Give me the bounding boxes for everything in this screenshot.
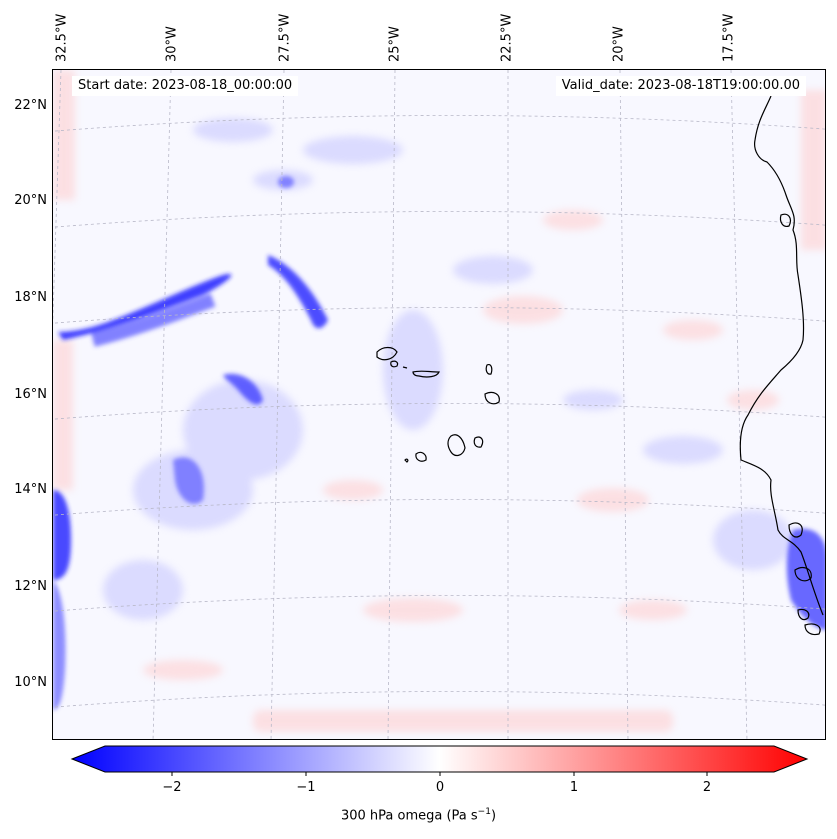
colorbar-bar	[70, 745, 809, 773]
island-brava	[404, 458, 409, 463]
colorbar-tick-label: 0	[435, 780, 445, 795]
lat-label-12n: 12°N	[14, 579, 47, 594]
lon-label-32-5w: 32.5°W	[54, 13, 70, 62]
lat-label-18n: 18°N	[14, 290, 47, 305]
lon-label-27-5w: 27.5°W	[277, 13, 293, 62]
colorbar-tick-label: 2	[702, 780, 712, 795]
lon-label-17-5w: 17.5°W	[721, 13, 737, 62]
island-santo-antao	[376, 346, 398, 361]
coast-detail-1	[788, 522, 803, 538]
lat-label-10n: 10°N	[14, 675, 47, 690]
coast-detail-5	[779, 213, 792, 227]
lon-label-25w: 25°W	[387, 26, 403, 62]
island-santiago	[447, 434, 466, 457]
island-sal	[485, 363, 493, 375]
lat-label-14n: 14°N	[14, 482, 47, 497]
ascent-patches-light	[103, 118, 793, 620]
omega-field-map	[53, 70, 825, 739]
coast-detail-4	[804, 623, 821, 636]
subsidence-patches	[53, 70, 825, 732]
lat-label-22n: 22°N	[14, 98, 47, 113]
island-santa-luzia	[402, 366, 408, 369]
cape-verde-islands	[376, 346, 500, 463]
map-background	[53, 70, 825, 739]
africa-coastline	[739, 95, 824, 616]
colorbar-title-main: 300 hPa omega (Pa s	[340, 808, 478, 824]
lat-label-20n: 20°N	[14, 193, 47, 208]
map-panel	[52, 69, 826, 740]
start-date-label: Start date: 2023-08-18_00:00:00	[72, 76, 299, 96]
colorbar-tick-label: 1	[569, 780, 579, 795]
valid-date-label: Valid_date: 2023-08-18T19:00:00.00	[555, 76, 806, 96]
coastlines	[739, 95, 824, 636]
colorbar-title-exponent: −1	[477, 807, 491, 817]
colorbar-title-close: )	[490, 808, 497, 824]
island-sao-nicolau	[412, 370, 440, 378]
island-fogo	[415, 451, 427, 462]
graticule	[53, 70, 825, 739]
colorbar-tick-label: −2	[162, 780, 182, 795]
island-boa-vista	[484, 391, 500, 405]
coast-detail-3	[797, 608, 810, 621]
colorbar-tick-label: −1	[296, 780, 316, 795]
colorbar-title: 300 hPa omega (Pa s−1)	[0, 807, 837, 823]
lon-label-20w: 20°W	[611, 26, 627, 62]
island-sao-vicente	[390, 360, 399, 368]
lat-label-16n: 16°N	[14, 387, 47, 402]
coast-detail-2	[794, 567, 812, 582]
colorbar-ticks	[171, 772, 708, 776]
ascent-bands-strong	[53, 176, 825, 710]
island-maio	[473, 436, 484, 448]
lon-label-22-5w: 22.5°W	[499, 13, 515, 62]
lon-label-30w: 30°W	[164, 26, 180, 62]
